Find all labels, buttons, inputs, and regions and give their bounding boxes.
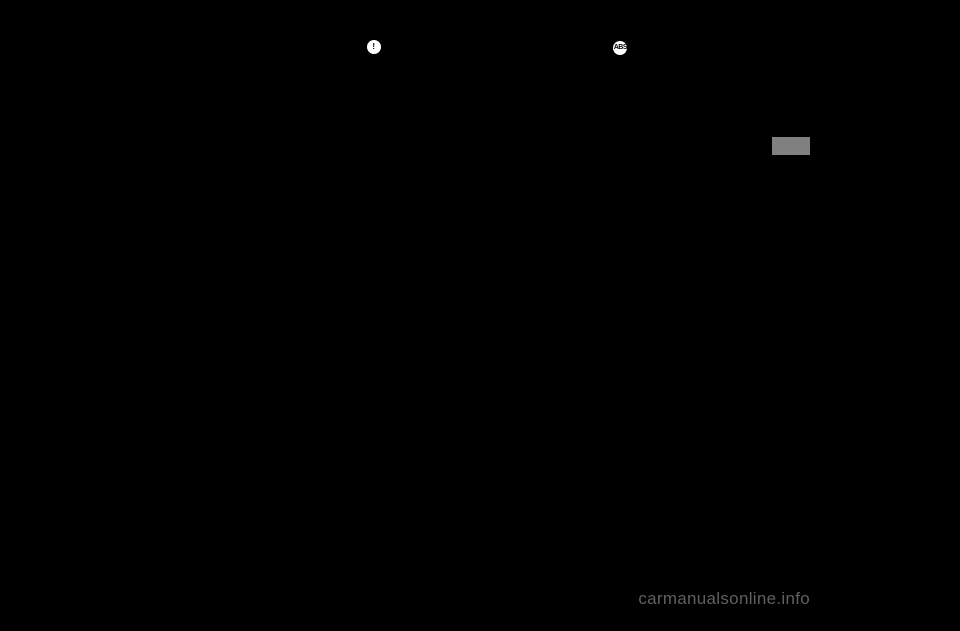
warning-icon: ! — [367, 40, 381, 54]
manual-page: ! ABS — [120, 40, 840, 580]
column-3-header: ABS — [613, 40, 840, 59]
column-2: ! — [367, 40, 594, 580]
column-3: ABS — [613, 40, 840, 580]
warning-icon-label: ! — [372, 41, 375, 52]
abs-icon: ABS — [613, 41, 627, 55]
watermark-text: carmanualsonline.info — [638, 589, 810, 609]
column-1 — [120, 40, 347, 580]
abs-icon-label: ABS — [614, 43, 627, 53]
column-2-header: ! — [367, 40, 594, 58]
section-tab — [772, 137, 810, 155]
